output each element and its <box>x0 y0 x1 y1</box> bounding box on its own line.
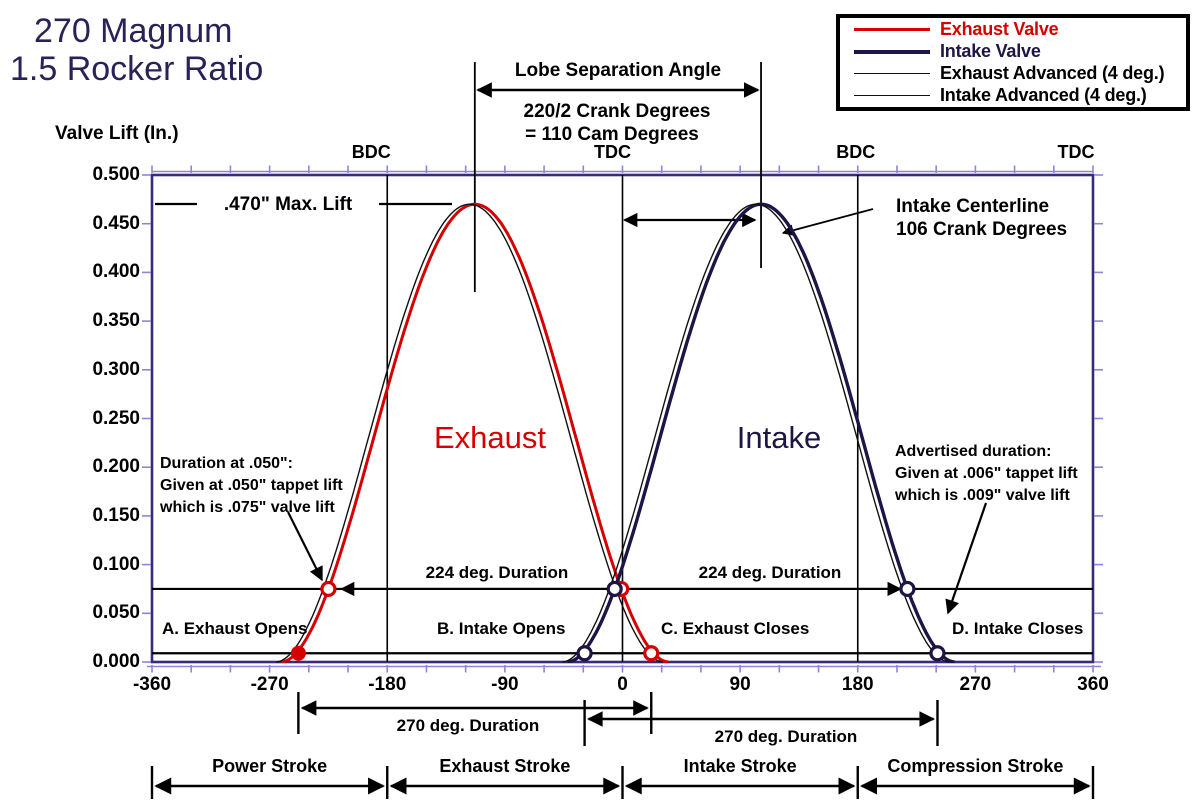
y-tick-label: 0.100 <box>92 553 140 575</box>
y-tick-label: 0.350 <box>92 310 140 332</box>
event-markers <box>290 580 946 662</box>
event-marker-D <box>929 645 946 662</box>
intake-lobe-label: Intake <box>736 420 822 455</box>
max-lift-label: .470" Max. Lift <box>223 194 353 215</box>
lobe-separation-title: Lobe Separation Angle <box>514 60 722 81</box>
y-tick-label: 0.050 <box>92 602 140 624</box>
event-marker-A <box>290 645 306 661</box>
x-tick-label: 90 <box>729 674 751 695</box>
valve-lift-curves <box>276 202 955 663</box>
x-tick-label: 270 <box>959 674 992 695</box>
lobe-separation-line1: 220/2 Crank Degrees <box>523 101 711 122</box>
chart-title-line1: 270 Magnum <box>34 12 233 50</box>
intake-advanced-4-deg--curve <box>562 203 950 663</box>
y-tick-label: 0.400 <box>92 261 140 283</box>
duration-224-left-label: 224 deg. Duration <box>425 563 569 582</box>
event-marker-in050close <box>899 580 916 598</box>
x-tick-label: -90 <box>491 674 519 695</box>
duration-224-right-label: 224 deg. Duration <box>698 563 842 582</box>
stroke-label: Exhaust Stroke <box>439 756 571 776</box>
event-marker-in050open <box>606 580 623 598</box>
x-tick-label: 360 <box>1077 674 1109 695</box>
top-marker-tdc: TDC <box>1057 142 1095 162</box>
legend-item: Intake Valve <box>854 41 1186 63</box>
x-tick-label: -270 <box>250 674 289 695</box>
y-tick-label: 0.250 <box>92 407 140 429</box>
y-tick-label: 0.150 <box>92 504 140 526</box>
stroke-bands <box>150 766 1095 799</box>
top-marker-bdc: BDC <box>836 142 876 162</box>
intake-centerline-line2: 106 Crank Degrees <box>896 219 1068 240</box>
stroke-label: Power Stroke <box>212 756 328 776</box>
x-tick-label: 180 <box>841 674 874 695</box>
point-d-label: D. Intake Closes <box>952 619 1084 638</box>
chart-title: 270 Magnum 1.5 Rocker Ratio <box>10 12 263 88</box>
legend-line-swatch <box>854 94 930 97</box>
legend-item-label: Exhaust Valve <box>940 19 1059 39</box>
lobe-separation-line2: = 110 Cam Degrees <box>525 124 699 145</box>
point-c-label: C. Exhaust Closes <box>661 619 810 638</box>
exhaust-lobe-label: Exhaust <box>433 420 547 455</box>
legend: Exhaust Valve Intake Valve Exhaust Advance… <box>836 14 1190 111</box>
y-tick-label: 0.300 <box>92 358 140 380</box>
legend-line-swatch <box>854 49 930 54</box>
stroke-label: Compression Stroke <box>887 756 1064 776</box>
dimension-arrows <box>297 82 939 746</box>
chart-title-line2: 1.5 Rocker Ratio <box>10 50 264 88</box>
y-tick-label: 0.000 <box>92 651 140 672</box>
legend-item: Intake Advanced (4 deg.) <box>854 85 1186 107</box>
y-tick-label: 0.450 <box>92 212 140 234</box>
top-marker-bdc: BDC <box>351 142 391 162</box>
legend-item: Exhaust Valve <box>854 19 1186 41</box>
x-tick-label: -360 <box>132 674 172 695</box>
legend-line-swatch <box>854 72 930 75</box>
event-marker-C <box>643 645 660 662</box>
duration-050-line3: which is .075" valve lift <box>160 499 335 516</box>
advertised-line3: which is .009" valve lift <box>895 487 1070 504</box>
duration-270-right-label: 270 deg. Duration <box>714 727 858 746</box>
legend-item-label: Intake Advanced (4 deg.) <box>940 85 1147 105</box>
x-tick-label: -180 <box>368 674 407 695</box>
advertised-line2: Given at .006" tappet lift <box>895 465 1078 482</box>
y-tick-label: 0.200 <box>92 456 140 478</box>
stroke-label: Intake Stroke <box>683 756 797 776</box>
legend-item: Exhaust Advanced (4 deg.) <box>854 63 1186 85</box>
intake-centerline-pointer-arrow <box>781 208 874 236</box>
duration-050-pointer-arrow <box>287 511 323 582</box>
exhaust-valve-curve <box>281 202 669 663</box>
exhaust-advanced-4-deg--curve <box>276 203 664 663</box>
x-tick-label: 0 <box>617 674 628 695</box>
legend-line-swatch <box>854 28 930 31</box>
y-tick-label: 0.500 <box>92 164 140 185</box>
axis-ticks <box>142 165 1103 673</box>
event-marker-ex050open <box>320 580 337 598</box>
y-axis-label: Valve Lift (In.) <box>55 123 179 144</box>
top-marker-tdc: TDC <box>594 142 631 162</box>
advertised-pointer-arrow <box>945 502 988 615</box>
duration-050-line1: Duration at .050": <box>160 455 293 472</box>
legend-item-label: Exhaust Advanced (4 deg.) <box>940 63 1165 83</box>
duration-270-left-label: 270 deg. Duration <box>396 716 540 735</box>
legend-item-label: Intake Valve <box>940 41 1041 61</box>
duration-050-line2: Given at .050" tappet lift <box>160 477 343 494</box>
point-a-label: A. Exhaust Opens <box>162 619 308 638</box>
intake-centerline-line1: Intake Centerline <box>896 196 1050 217</box>
advertised-line1: Advertised duration: <box>895 443 1052 460</box>
event-marker-B <box>576 645 593 662</box>
intake-valve-curve <box>567 202 955 663</box>
point-b-label: B. Intake Opens <box>437 619 566 638</box>
